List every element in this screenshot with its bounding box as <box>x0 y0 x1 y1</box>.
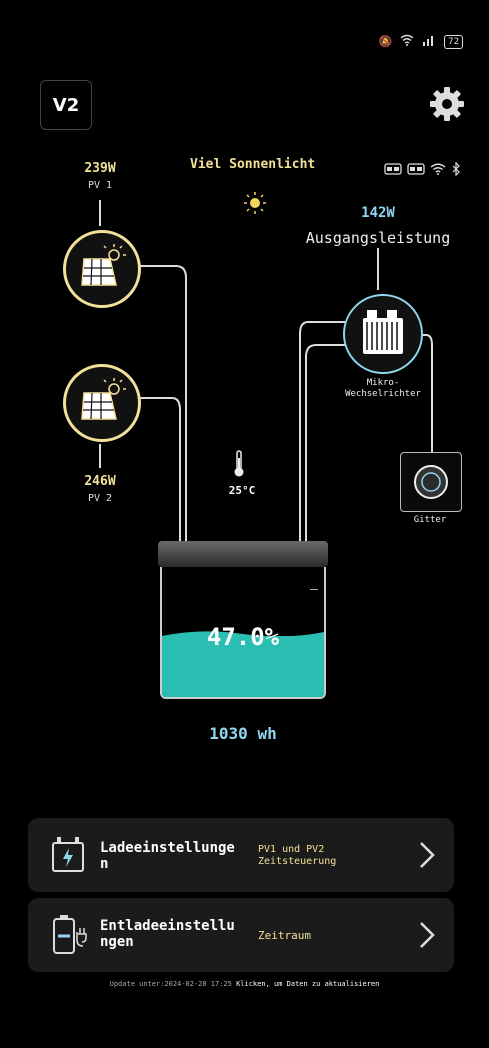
charge-settings-subtitle: PV1 und PV2 Zeitsteuerung <box>258 844 337 867</box>
pv1-name: PV 1 <box>87 180 113 191</box>
mute-icon: 🔕 <box>378 35 393 48</box>
pv2-power: 246W <box>84 474 116 489</box>
pv1-panel[interactable] <box>63 230 141 308</box>
battery-fill <box>162 631 324 697</box>
charge-settings-title: Ladeeinstellunge n <box>100 840 235 872</box>
level-tick <box>310 589 318 590</box>
charge-battery-icon <box>52 837 84 872</box>
solar-panel-icon <box>81 244 126 286</box>
grid-label: Gitter <box>413 515 447 525</box>
sun-icon <box>244 192 266 218</box>
status-bar: 🔕 72 <box>378 34 463 49</box>
output-power: 142W <box>361 205 395 221</box>
discharge-settings-subtitle: Zeitraum <box>258 929 311 942</box>
chevron-right-icon[interactable] <box>418 920 436 950</box>
device-badge[interactable]: V2 <box>40 80 92 130</box>
discharge-settings-card[interactable]: Entladeeinstellu ngen Zeitraum <box>28 898 454 972</box>
battery-status: 72 <box>444 34 463 49</box>
inverter-label: Mikro- Wechselrichter <box>345 378 421 399</box>
update-footer[interactable]: Update unter:2024-02-28 17:25 Klicken, u… <box>0 980 489 988</box>
weather-label: Viel Sonnenlicht <box>190 157 316 172</box>
solar-panel-icon <box>81 378 126 420</box>
bluetooth-icon <box>452 162 460 176</box>
device-status-icons <box>384 162 461 176</box>
output-label: Ausgangsleistung <box>305 229 451 247</box>
battery-percent: 47.0% <box>206 623 280 651</box>
battery-lid <box>158 541 328 567</box>
micro-inverter[interactable] <box>343 294 423 374</box>
thermometer-icon <box>233 450 245 482</box>
signal-icon <box>422 34 436 49</box>
discharge-battery-icon <box>53 915 87 954</box>
charge-settings-card[interactable]: Ladeeinstellunge n PV1 und PV2 Zeitsteue… <box>28 818 454 892</box>
battery-container[interactable]: 47.0% <box>158 541 328 699</box>
refresh-link[interactable]: Klicken, um Daten zu aktualisieren <box>236 980 380 988</box>
pv1-power: 239W <box>84 161 116 176</box>
battery-capacity: 1030 wh <box>209 724 277 743</box>
battery-body <box>160 567 326 699</box>
wifi-icon <box>430 163 446 175</box>
battery-module-icon <box>384 163 402 175</box>
inverter-icon <box>363 310 403 354</box>
wifi-icon <box>400 34 414 49</box>
update-timestamp: Update unter:2024-02-28 17:25 <box>109 980 232 988</box>
battery-module-icon <box>407 163 425 175</box>
socket-icon <box>414 465 448 499</box>
discharge-settings-title: Entladeeinstellu ngen <box>100 918 235 950</box>
grid-outlet[interactable] <box>400 452 462 512</box>
chevron-right-icon[interactable] <box>418 840 436 870</box>
gear-icon[interactable] <box>428 85 466 123</box>
pv2-name: PV 2 <box>87 493 113 504</box>
temperature-value: 25°C <box>228 484 256 497</box>
pv2-panel[interactable] <box>63 364 141 442</box>
